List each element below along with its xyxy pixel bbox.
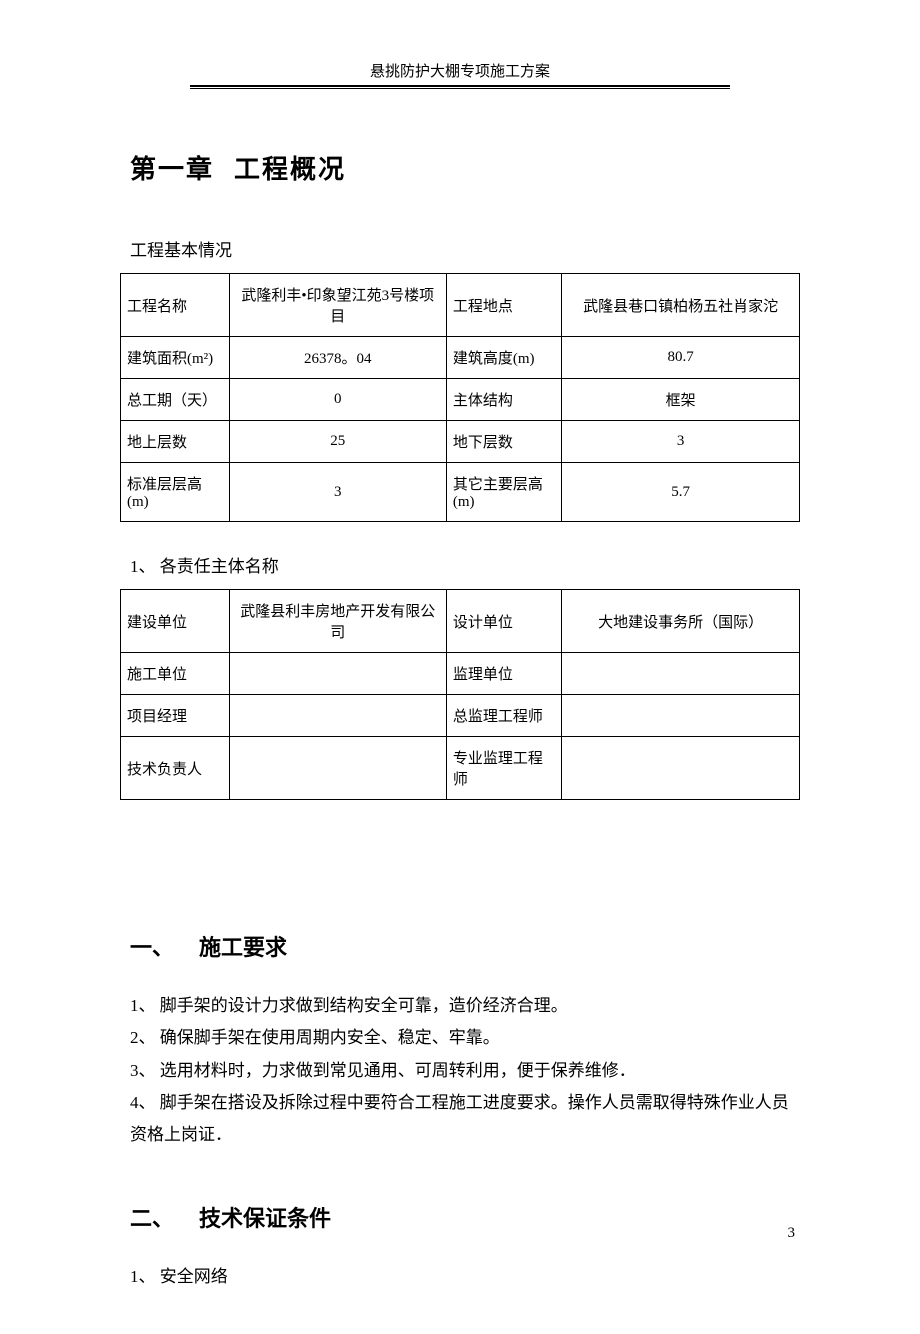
section-num: 二、 xyxy=(130,1206,174,1231)
cell-value: 3 xyxy=(562,421,800,463)
cell-key: 监理单位 xyxy=(446,653,561,695)
cell-value: 5.7 xyxy=(562,463,800,522)
cell-value: 武隆县利丰房地产开发有限公司 xyxy=(229,590,446,653)
table-row: 技术负责人 专业监理工程师 xyxy=(121,737,800,800)
cell-key: 地上层数 xyxy=(121,421,230,463)
cell-key: 地下层数 xyxy=(446,421,561,463)
list-item: 2、 确保脚手架在使用周期内安全、稳定、牢靠。 xyxy=(130,1022,800,1054)
cell-value: 80.7 xyxy=(562,337,800,379)
responsibility-title: 1、 各责任主体名称 xyxy=(130,552,800,577)
cell-value: 武隆县巷口镇柏杨五社肖家沱 xyxy=(562,274,800,337)
cell-value: 0 xyxy=(229,379,446,421)
cell-value: 武隆利丰•印象望江苑3号楼项目 xyxy=(229,274,446,337)
cell-key: 工程名称 xyxy=(121,274,230,337)
cell-value: 大地建设事务所（国际） xyxy=(562,590,800,653)
list-item: 4、 脚手架在搭设及拆除过程中要符合工程施工进度要求。操作人员需取得特殊作业人员… xyxy=(130,1087,800,1152)
table-row: 建筑面积(m²) 26378。04 建筑高度(m) 80.7 xyxy=(121,337,800,379)
section-heading-2: 二、技术保证条件 xyxy=(130,1201,800,1233)
cell-value xyxy=(229,737,446,800)
cell-key: 建筑面积(m²) xyxy=(121,337,230,379)
section-title: 施工要求 xyxy=(199,935,287,960)
chapter-name: 工程概况 xyxy=(234,155,346,184)
page-header: 悬挑防护大棚专项施工方案 xyxy=(190,60,730,87)
body-paragraph: 1、 脚手架的设计力求做到结构安全可靠，造价经济合理。 2、 确保脚手架在使用周… xyxy=(130,990,800,1151)
cell-value xyxy=(562,653,800,695)
cell-key: 施工单位 xyxy=(121,653,230,695)
cell-key: 总工期（天） xyxy=(121,379,230,421)
cell-value xyxy=(229,653,446,695)
cell-key: 建设单位 xyxy=(121,590,230,653)
section-heading-1: 一、施工要求 xyxy=(130,930,800,962)
header-underline xyxy=(190,88,730,89)
cell-key: 工程地点 xyxy=(446,274,561,337)
cell-key: 总监理工程师 xyxy=(446,695,561,737)
table-row: 施工单位 监理单位 xyxy=(121,653,800,695)
table-row: 项目经理 总监理工程师 xyxy=(121,695,800,737)
section-title: 技术保证条件 xyxy=(199,1206,331,1231)
cell-value: 3 xyxy=(229,463,446,522)
cell-value xyxy=(229,695,446,737)
cell-key: 建筑高度(m) xyxy=(446,337,561,379)
cell-key: 专业监理工程师 xyxy=(446,737,561,800)
chapter-title: 第一章工程概况 xyxy=(130,149,800,186)
list-item: 3、 选用材料时，力求做到常见通用、可周转利用，便于保养维修． xyxy=(130,1055,800,1087)
cell-key: 项目经理 xyxy=(121,695,230,737)
responsibility-table: 建设单位 武隆县利丰房地产开发有限公司 设计单位 大地建设事务所（国际） 施工单… xyxy=(120,589,800,800)
page-number: 3 xyxy=(788,1225,796,1242)
table-row: 地上层数 25 地下层数 3 xyxy=(121,421,800,463)
cell-key: 标准层层高(m) xyxy=(121,463,230,522)
cell-value: 25 xyxy=(229,421,446,463)
project-info-table: 工程名称 武隆利丰•印象望江苑3号楼项目 工程地点 武隆县巷口镇柏杨五社肖家沱 … xyxy=(120,273,800,522)
cell-value xyxy=(562,695,800,737)
table-row: 标准层层高(m) 3 其它主要层高(m) 5.7 xyxy=(121,463,800,522)
cell-value: 框架 xyxy=(562,379,800,421)
cell-key: 设计单位 xyxy=(446,590,561,653)
cell-value: 26378。04 xyxy=(229,337,446,379)
list-item: 1、 安全网络 xyxy=(130,1261,800,1293)
list-item: 1、 脚手架的设计力求做到结构安全可靠，造价经济合理。 xyxy=(130,990,800,1022)
table-row: 建设单位 武隆县利丰房地产开发有限公司 设计单位 大地建设事务所（国际） xyxy=(121,590,800,653)
table-row: 总工期（天） 0 主体结构 框架 xyxy=(121,379,800,421)
intro-text: 工程基本情况 xyxy=(130,236,800,261)
table-row: 工程名称 武隆利丰•印象望江苑3号楼项目 工程地点 武隆县巷口镇柏杨五社肖家沱 xyxy=(121,274,800,337)
cell-key: 主体结构 xyxy=(446,379,561,421)
cell-key: 技术负责人 xyxy=(121,737,230,800)
cell-key: 其它主要层高(m) xyxy=(446,463,561,522)
chapter-number: 第一章 xyxy=(130,155,214,184)
section-num: 一、 xyxy=(130,935,174,960)
cell-value xyxy=(562,737,800,800)
body-paragraph: 1、 安全网络 xyxy=(130,1261,800,1293)
